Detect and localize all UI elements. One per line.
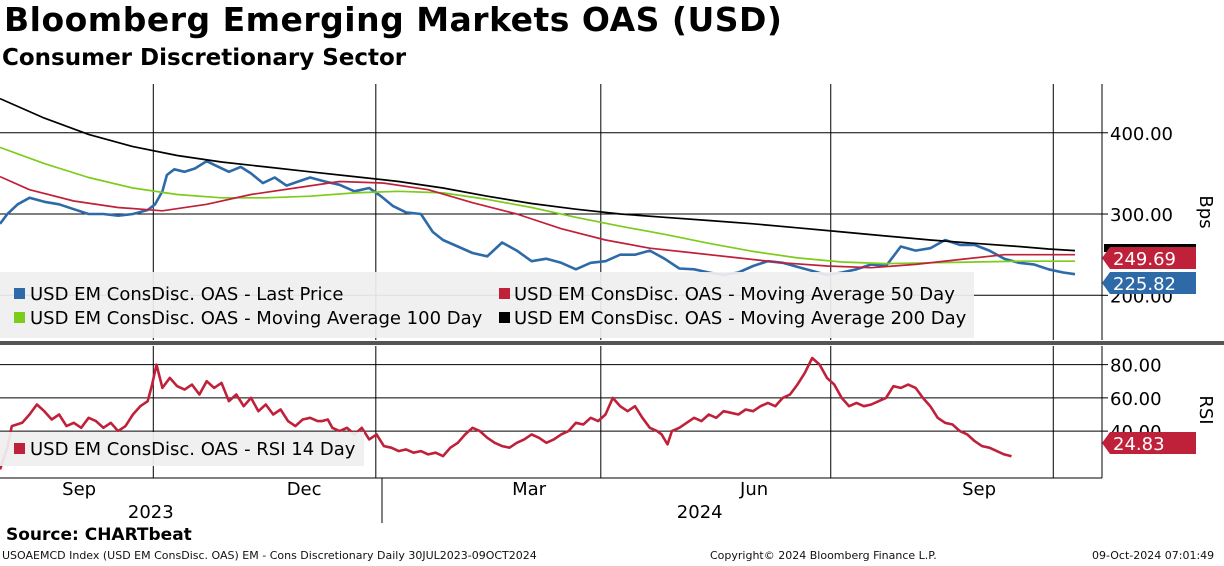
rsi-y-axis-label: RSI — [1195, 395, 1216, 424]
price-series-group — [0, 97, 1076, 277]
last-value-badges: 249.69 225.82 24.83 — [1102, 244, 1196, 455]
month-label: Mar — [512, 479, 547, 500]
series-line-ma50 — [0, 175, 1075, 269]
ma50-badge-label: 249.69 — [1113, 249, 1176, 270]
rsi-badge — [1102, 432, 1196, 454]
price-legend: USD EM ConsDisc. OAS - Last Price USD EM… — [0, 272, 974, 338]
legend-swatch-ma50 — [499, 288, 510, 299]
legend-label-ma100: USD EM ConsDisc. OAS - Moving Average 10… — [30, 308, 483, 329]
legend-swatch-ma200 — [499, 312, 510, 323]
rsi-legend: USD EM ConsDisc. OAS - RSI 14 Day — [0, 432, 364, 466]
rsi-legend-box — [0, 432, 364, 466]
footer-index-info: USOAEMCD Index (USD EM ConsDisc. OAS) EM… — [2, 549, 537, 562]
last-price-badge-label: 225.82 — [1113, 274, 1176, 295]
rsi-gridlines — [0, 364, 1102, 432]
price-legend-box — [0, 272, 974, 338]
month-label: Jun — [739, 479, 768, 500]
footer-copyright: Copyright© 2024 Bloomberg Finance L.P. — [710, 549, 937, 562]
price-gridlines — [0, 132, 1102, 296]
legend-swatch-last-price — [14, 288, 25, 299]
price-tick-label: 300.00 — [1110, 205, 1173, 226]
legend-label-ma50: USD EM ConsDisc. OAS - Moving Average 50… — [514, 284, 955, 305]
series-line-ma100 — [0, 146, 1075, 265]
legend-label-rsi: USD EM ConsDisc. OAS - RSI 14 Day — [30, 439, 356, 460]
rsi-badge-label: 24.83 — [1113, 434, 1165, 455]
source-note: Source: CHARTbeat — [6, 525, 192, 545]
price-y-axis-label: Bps — [1195, 195, 1216, 228]
year-label: 2023 — [128, 502, 174, 523]
legend-swatch-rsi — [14, 443, 25, 454]
ma50-badge — [1102, 247, 1196, 269]
x-axis-years: 2023 2024 — [128, 502, 723, 523]
x-axis-months: Sep Dec Mar Jun Sep — [62, 479, 996, 500]
series-line-last — [0, 159, 1076, 277]
year-label: 2024 — [677, 502, 723, 523]
rsi-tick-label: 80.00 — [1110, 356, 1162, 377]
footer-timestamp: 09-Oct-2024 07:01:49 — [1092, 549, 1215, 562]
price-tick-label: 400.00 — [1110, 124, 1173, 145]
series-line-rsi — [0, 356, 1012, 470]
series-line-ma200 — [0, 97, 1076, 252]
last-price-badge — [1102, 272, 1196, 294]
chart-subtitle: Consumer Discretionary Sector — [2, 45, 407, 71]
chart-title: Bloomberg Emerging Markets OAS (USD) — [4, 0, 783, 39]
legend-swatch-ma100 — [14, 312, 25, 323]
legend-label-last-price: USD EM ConsDisc. OAS - Last Price — [30, 284, 343, 305]
month-label: Dec — [287, 479, 322, 500]
month-label: Sep — [962, 479, 996, 500]
rsi-series-group — [0, 356, 1012, 470]
legend-label-ma200: USD EM ConsDisc. OAS - Moving Average 20… — [514, 308, 967, 329]
rsi-tick-label: 60.00 — [1110, 389, 1162, 410]
month-label: Sep — [62, 479, 96, 500]
